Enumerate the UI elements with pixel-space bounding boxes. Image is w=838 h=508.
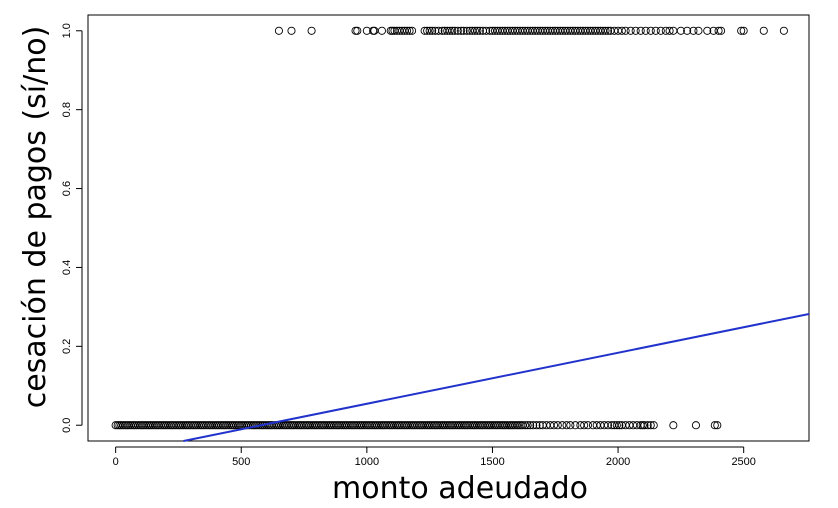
data-point: [580, 421, 589, 430]
data-point: [470, 26, 479, 35]
data-point: [683, 26, 692, 35]
data-point: [453, 26, 462, 35]
data-point: [601, 26, 610, 35]
y-tick-label: 0.6: [61, 181, 73, 196]
data-point: [571, 421, 580, 430]
data-point: [377, 26, 386, 35]
data-point: [615, 421, 624, 430]
data-point: [603, 421, 613, 430]
y-tick-label: 0.2: [61, 339, 73, 354]
data-point: [626, 26, 635, 35]
data-point: [402, 26, 412, 35]
data-point: [450, 26, 459, 35]
x-tick-label: 1000: [355, 456, 379, 468]
data-point: [646, 26, 655, 35]
data-point: [583, 421, 592, 430]
data-point: [713, 421, 722, 430]
data-point: [459, 26, 468, 35]
data-point: [353, 26, 362, 35]
data-point: [553, 421, 562, 430]
data-point: [636, 26, 645, 35]
data-point: [717, 26, 726, 35]
data-point: [428, 26, 437, 35]
data-point: [641, 26, 650, 35]
data-point: [621, 26, 630, 35]
data-point: [612, 421, 621, 430]
y-axis-title: cesación de pagos (sí/no): [18, 26, 53, 409]
data-point: [482, 26, 491, 35]
data-point: [351, 26, 360, 35]
data-point: [651, 26, 660, 35]
data-point: [737, 26, 746, 35]
data-point: [694, 26, 703, 35]
data-point: [523, 421, 532, 430]
data-point: [566, 421, 575, 430]
data-point: [462, 26, 471, 35]
data-point: [526, 421, 535, 430]
y-tick-label: 0.4: [61, 260, 73, 275]
data-point: [425, 26, 434, 35]
data-points: [111, 26, 788, 430]
data-point: [473, 26, 482, 35]
data-point: [603, 26, 613, 35]
data-point: [710, 421, 719, 430]
data-point: [532, 421, 541, 430]
data-point: [475, 26, 484, 35]
x-tick-label: 2000: [606, 456, 630, 468]
data-point: [649, 421, 658, 430]
data-point: [521, 421, 530, 430]
data-point: [617, 26, 626, 35]
data-point: [646, 421, 655, 430]
x-tick-label: 0: [113, 456, 119, 468]
regression-line: [183, 313, 810, 442]
y-tick-label: 0.0: [61, 418, 73, 433]
data-point: [714, 26, 723, 35]
data-point: [405, 26, 414, 35]
y-axis: 0.0 0.2 0.4 0.6 0.8 1.0: [61, 23, 83, 433]
data-point: [759, 26, 768, 35]
data-point: [739, 26, 748, 35]
data-point: [703, 26, 712, 35]
data-point: [676, 26, 685, 35]
data-point: [434, 26, 443, 35]
data-point: [529, 421, 538, 430]
data-point: [445, 26, 454, 35]
data-point: [562, 421, 571, 430]
data-point: [457, 26, 466, 35]
data-point: [448, 26, 457, 35]
x-axis: 0 500 1000 1500 2000 2500: [113, 446, 756, 468]
y-tick-label: 0.8: [61, 102, 73, 117]
data-point: [779, 26, 788, 35]
y-tick-label: 1.0: [61, 23, 73, 38]
data-point: [549, 421, 559, 430]
data-point: [558, 421, 567, 430]
regression-line-group: [183, 313, 810, 442]
data-point: [691, 421, 701, 430]
plot-frame: [87, 14, 810, 442]
data-point: [689, 26, 698, 35]
data-point: [423, 26, 432, 35]
data-point: [307, 26, 316, 35]
data-point: [665, 26, 674, 35]
x-tick-label: 2500: [731, 456, 755, 468]
data-point: [408, 26, 417, 35]
data-point: [640, 421, 649, 430]
data-point: [287, 26, 296, 35]
data-point: [656, 26, 665, 35]
data-point: [631, 26, 640, 35]
data-point: [669, 421, 678, 430]
data-point: [643, 421, 652, 430]
x-axis-title: monto adeudado: [332, 471, 588, 506]
data-point: [274, 26, 283, 35]
x-tick-label: 500: [232, 456, 250, 468]
x-tick-label: 1500: [480, 456, 504, 468]
